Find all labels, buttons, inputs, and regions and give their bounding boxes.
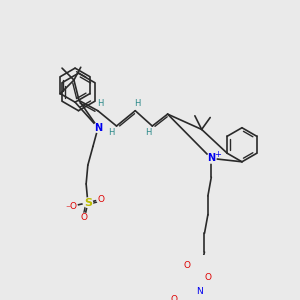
Circle shape	[195, 286, 204, 296]
Text: N: N	[196, 287, 203, 296]
Text: H: H	[108, 128, 115, 137]
Circle shape	[183, 261, 192, 270]
Circle shape	[68, 201, 77, 211]
Text: O: O	[98, 195, 105, 204]
Text: O: O	[184, 261, 191, 270]
Circle shape	[83, 198, 92, 207]
Text: N: N	[207, 153, 215, 164]
Circle shape	[97, 195, 106, 204]
Text: O: O	[170, 295, 177, 300]
Text: ⁻: ⁻	[66, 205, 71, 214]
Text: O: O	[81, 214, 88, 223]
Circle shape	[203, 273, 213, 282]
Text: O: O	[69, 202, 76, 211]
Text: H: H	[135, 99, 141, 108]
Text: S: S	[84, 198, 92, 208]
Text: H: H	[97, 99, 103, 108]
Text: +: +	[214, 150, 221, 159]
Text: N: N	[94, 123, 102, 133]
Text: O: O	[204, 273, 211, 282]
Circle shape	[207, 154, 216, 163]
Circle shape	[169, 295, 178, 300]
Circle shape	[80, 213, 89, 223]
Text: H: H	[145, 128, 151, 137]
Circle shape	[93, 123, 103, 132]
